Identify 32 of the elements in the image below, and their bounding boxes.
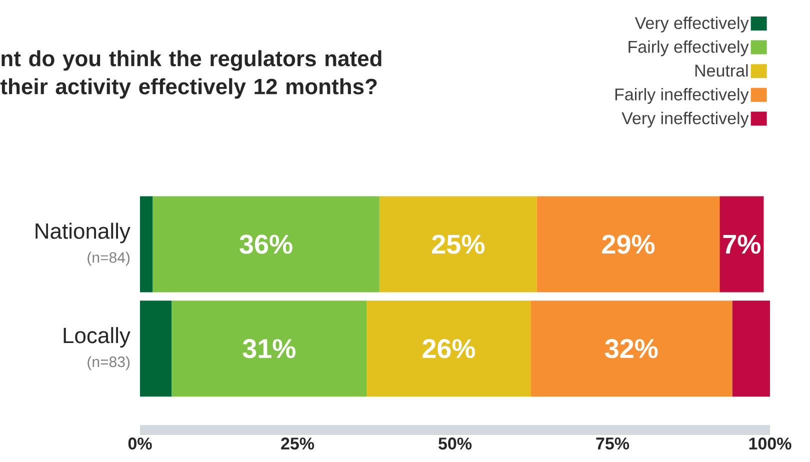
- x-tick-label: 0%: [128, 438, 152, 450]
- data-label: 29%: [602, 234, 655, 254]
- legend-label: Neutral: [695, 64, 748, 77]
- x-tick-label: 100%: [749, 438, 792, 450]
- bar: [530, 300, 732, 397]
- x-tick-label: 75%: [596, 438, 630, 450]
- chart-title: nt do you think the regulators nated their activity effectively 12 months?: [0, 50, 382, 99]
- bar: [732, 300, 770, 397]
- y-tick-label: Locally: [64, 327, 130, 348]
- legend-label: Fairly effectively: [628, 40, 749, 56]
- text: (n=84): [88, 252, 130, 266]
- x-tick-label: 25%: [281, 438, 314, 450]
- bar: [379, 196, 537, 292]
- legend-label: Very effectively: [634, 16, 749, 32]
- bar: [140, 196, 153, 292]
- bar: [536, 196, 720, 292]
- bar: [140, 300, 172, 397]
- y-tick-label: Nationally: [36, 222, 130, 244]
- bar: [152, 196, 380, 292]
- data-label: 32%: [605, 339, 658, 358]
- legend-label: Fairly ineffectively: [615, 88, 749, 104]
- bar: [366, 300, 531, 397]
- text: (n=83): [88, 356, 130, 370]
- bar: [720, 196, 764, 292]
- data-label: 36%: [240, 234, 292, 254]
- legend-label: Very ineffectively: [622, 112, 749, 128]
- data-label: 25%: [432, 234, 484, 254]
- data-label: 31%: [242, 339, 296, 358]
- bar: [172, 300, 367, 397]
- data-label: 7%: [723, 234, 760, 254]
- data-label: 26%: [422, 339, 476, 358]
- x-tick-label: 50%: [438, 438, 472, 450]
